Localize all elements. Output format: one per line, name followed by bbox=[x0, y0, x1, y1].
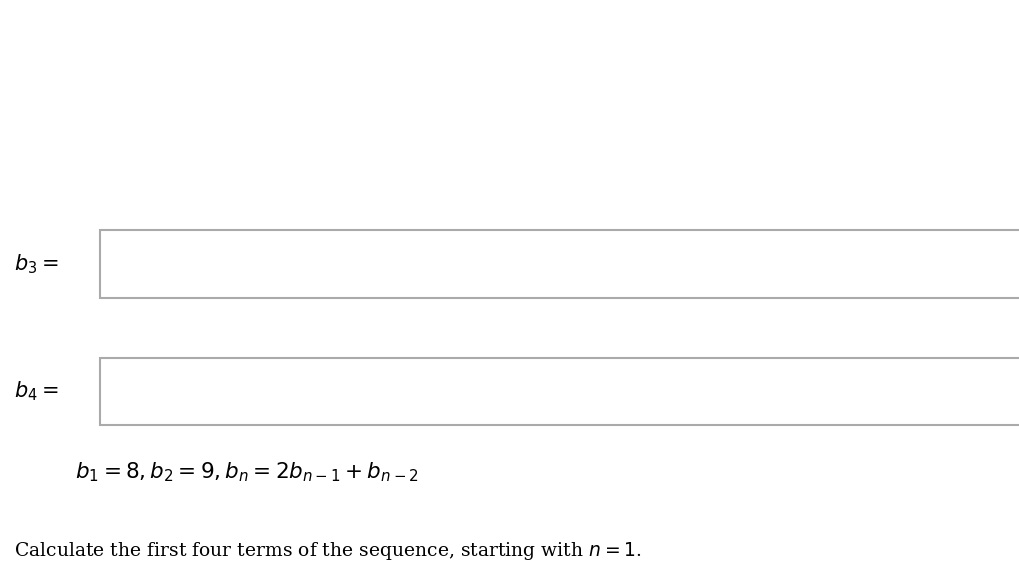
FancyBboxPatch shape bbox=[100, 358, 1019, 425]
Text: $b_1 = 8, b_2 = 9, b_n = 2b_{n-1} + b_{n-2}$: $b_1 = 8, b_2 = 9, b_n = 2b_{n-1} + b_{n… bbox=[75, 460, 418, 483]
Text: Calculate the first four terms of the sequence, starting with $n = 1$.: Calculate the first four terms of the se… bbox=[14, 540, 641, 562]
FancyBboxPatch shape bbox=[100, 230, 1019, 298]
Text: $b_3 =$: $b_3 =$ bbox=[14, 252, 58, 276]
Text: $b_4 =$: $b_4 =$ bbox=[14, 380, 58, 403]
